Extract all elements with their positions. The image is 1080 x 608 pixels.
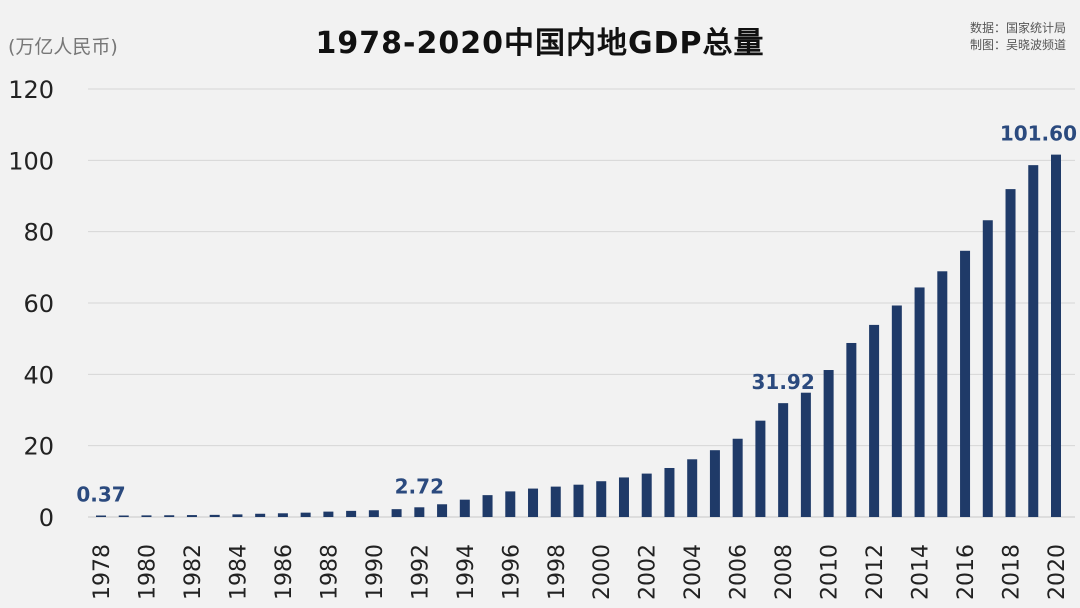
bar-2003 xyxy=(664,467,675,517)
bar-2001 xyxy=(618,477,629,517)
bar-2006 xyxy=(732,438,743,517)
source-line-data: 数据：国家统计局 xyxy=(969,21,1066,35)
x-tick-label: 2006 xyxy=(727,544,752,600)
source-line-author: 制图：吴晓波频道 xyxy=(969,38,1066,52)
x-tick-label: 1978 xyxy=(90,544,115,600)
y-tick-label: 120 xyxy=(8,76,54,104)
x-tick-label: 2010 xyxy=(818,544,843,600)
bar-1987 xyxy=(300,512,311,517)
x-tick-label: 1984 xyxy=(226,544,251,600)
data-label-2020: 101.60 xyxy=(1000,122,1077,146)
x-tick-label: 1996 xyxy=(499,544,524,600)
x-tick-label: 1988 xyxy=(317,544,342,600)
bar-2017 xyxy=(982,220,993,517)
data-label-1978: 0.37 xyxy=(76,483,125,507)
bar-1980 xyxy=(141,515,152,517)
bar-1981 xyxy=(164,515,175,517)
x-tick-label: 1992 xyxy=(408,544,433,600)
bar-2009 xyxy=(800,392,811,517)
bar-1999 xyxy=(573,484,584,517)
x-tick-label: 2020 xyxy=(1045,544,1070,600)
bar-1984 xyxy=(232,514,243,517)
bar-1990 xyxy=(368,510,379,517)
x-tick-label: 1990 xyxy=(363,544,388,600)
bar-1995 xyxy=(482,495,493,517)
bar-1996 xyxy=(505,491,516,517)
bar-2007 xyxy=(755,420,766,517)
x-tick-label: 2012 xyxy=(863,544,888,600)
source-note: 数据：国家统计局 制图：吴晓波频道 xyxy=(970,20,1066,54)
bar-1982 xyxy=(186,515,197,517)
x-tick-label: 2004 xyxy=(681,544,706,600)
bar-2011 xyxy=(846,342,857,517)
bar-1983 xyxy=(209,514,220,517)
x-tick-label: 1982 xyxy=(181,544,206,600)
bar-2016 xyxy=(960,250,971,517)
bar-1994 xyxy=(459,499,470,517)
y-axis-unit-label: (万亿人民币) xyxy=(8,36,118,58)
y-tick-label: 80 xyxy=(23,219,54,247)
x-tick-label: 1986 xyxy=(272,544,297,600)
bar-1998 xyxy=(550,486,561,517)
bar-1991 xyxy=(391,509,402,517)
bar-1989 xyxy=(346,510,357,517)
bar-2014 xyxy=(914,287,925,517)
bar-2019 xyxy=(1028,165,1039,518)
y-tick-label: 20 xyxy=(23,433,54,461)
y-tick-label: 100 xyxy=(8,147,54,175)
bar-2000 xyxy=(596,481,607,517)
bar-2004 xyxy=(687,459,698,517)
bar-2008 xyxy=(778,403,789,517)
bar-1992 xyxy=(414,507,425,517)
x-tick-label: 2000 xyxy=(590,544,615,600)
x-tick-label: 2018 xyxy=(1000,544,1025,600)
data-label-1992: 2.72 xyxy=(395,474,444,498)
x-tick-label: 2016 xyxy=(954,544,979,600)
data-label-2008: 31.92 xyxy=(752,370,815,394)
bar-2010 xyxy=(823,370,834,517)
bar-1979 xyxy=(118,515,129,517)
chart-title: 1978-2020中国内地GDP总量 xyxy=(315,26,765,61)
bar-1988 xyxy=(323,511,334,517)
bar-2005 xyxy=(709,450,720,517)
bar-1978 xyxy=(96,515,106,517)
y-tick-label: 60 xyxy=(23,290,54,318)
x-tick-label: 2014 xyxy=(909,544,934,600)
bar-2013 xyxy=(891,305,902,517)
bar-2018 xyxy=(1005,189,1016,517)
bar-1986 xyxy=(277,513,288,517)
y-tick-label: 0 xyxy=(39,504,54,532)
x-tick-label: 1998 xyxy=(545,544,570,600)
y-tick-label: 40 xyxy=(23,361,54,389)
bar-1985 xyxy=(255,513,266,517)
bar-1997 xyxy=(528,488,539,517)
bar-1993 xyxy=(437,504,448,517)
bar-2020 xyxy=(1051,154,1061,518)
bar-2015 xyxy=(937,271,948,517)
x-tick-label: 2002 xyxy=(636,544,661,600)
x-tick-label: 1994 xyxy=(454,544,479,600)
bar-2002 xyxy=(641,473,652,517)
x-tick-label: 1980 xyxy=(135,544,160,600)
bar-2012 xyxy=(869,324,880,517)
x-tick-label: 2008 xyxy=(772,544,797,600)
